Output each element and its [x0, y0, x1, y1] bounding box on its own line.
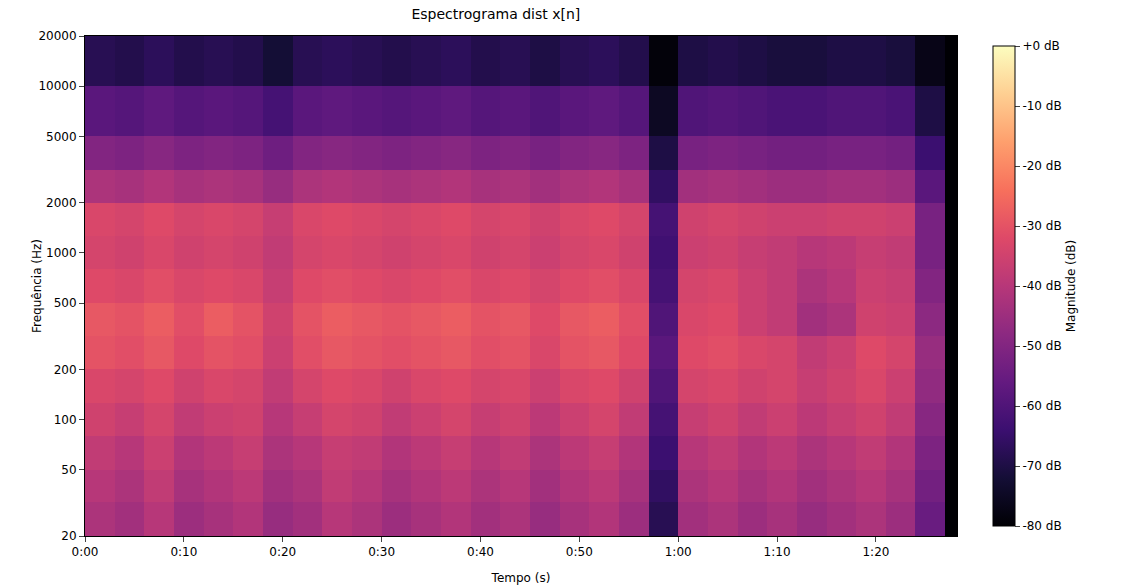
svg-text:5000: 5000: [46, 130, 77, 144]
svg-text:Magnitude (dB): Magnitude (dB): [1064, 240, 1078, 333]
svg-text:20: 20: [61, 529, 76, 543]
svg-text:-70 dB: -70 dB: [1022, 459, 1061, 473]
svg-text:0:30: 0:30: [368, 545, 395, 559]
svg-text:-60 dB: -60 dB: [1022, 399, 1061, 413]
svg-text:100: 100: [54, 413, 77, 427]
svg-text:-20 dB: -20 dB: [1022, 159, 1061, 173]
svg-text:200: 200: [54, 363, 77, 377]
svg-text:500: 500: [54, 296, 77, 310]
svg-text:1:20: 1:20: [862, 545, 889, 559]
svg-text:-30 dB: -30 dB: [1022, 219, 1061, 233]
svg-text:+0 dB: +0 dB: [1022, 39, 1059, 53]
svg-text:1000: 1000: [46, 246, 77, 260]
svg-text:0:50: 0:50: [566, 545, 593, 559]
svg-text:Frequência (Hz): Frequência (Hz): [30, 239, 44, 333]
svg-text:-10 dB: -10 dB: [1022, 99, 1061, 113]
svg-text:1:10: 1:10: [764, 545, 791, 559]
svg-text:0:40: 0:40: [467, 545, 494, 559]
svg-text:0:00: 0:00: [72, 545, 99, 559]
svg-text:Tempo (s): Tempo (s): [491, 571, 551, 585]
svg-text:-50 dB: -50 dB: [1022, 339, 1061, 353]
svg-text:-40 dB: -40 dB: [1022, 279, 1061, 293]
svg-text:20000: 20000: [38, 29, 76, 43]
svg-text:50: 50: [61, 463, 76, 477]
svg-text:0:20: 0:20: [269, 545, 296, 559]
svg-text:-80 dB: -80 dB: [1022, 519, 1061, 533]
svg-text:2000: 2000: [46, 196, 77, 210]
svg-text:1:00: 1:00: [665, 545, 692, 559]
svg-text:10000: 10000: [38, 79, 76, 93]
svg-text:Espectrograma dist x[n]: Espectrograma dist x[n]: [411, 6, 580, 22]
svg-text:0:10: 0:10: [170, 545, 197, 559]
